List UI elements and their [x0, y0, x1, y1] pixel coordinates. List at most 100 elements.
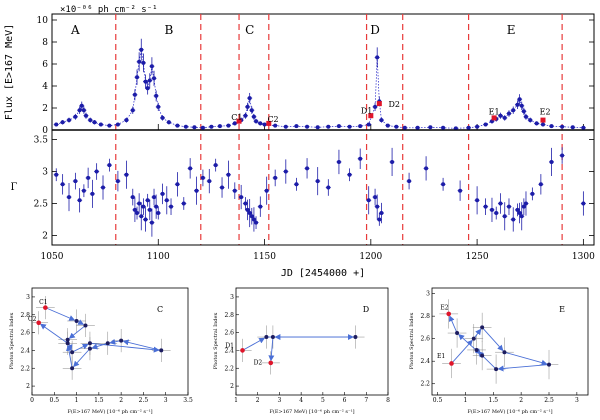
- flux-point: [379, 118, 384, 123]
- flux-point: [160, 115, 165, 120]
- index-point: [247, 211, 252, 216]
- inset-d-y-tick-label: 2.4: [224, 347, 234, 354]
- inset-e-point: [494, 367, 499, 372]
- flux-point: [251, 114, 256, 119]
- index-point: [483, 204, 488, 209]
- index-point: [152, 195, 157, 200]
- flux-annotation: D1: [361, 107, 373, 116]
- index-point: [90, 191, 95, 196]
- index-point: [239, 195, 244, 200]
- inset-c-y-tick-label: 2.2: [20, 365, 30, 372]
- inset-e-y-tick-label: 2.4: [420, 358, 430, 365]
- flux-point: [247, 96, 252, 101]
- x-tick-label: 1300: [572, 252, 595, 262]
- index-point: [475, 198, 480, 203]
- flux-point: [347, 124, 352, 129]
- flux-unit-label: ×10⁻⁰⁶ ph cm⁻² s⁻¹: [60, 5, 158, 15]
- flux-point: [145, 86, 150, 91]
- flux-y-tick-label: 2: [42, 104, 48, 114]
- index-point: [538, 182, 543, 187]
- index-point: [145, 198, 150, 203]
- inset-e-point: [480, 325, 485, 330]
- inset-c-x-tick-label: 1.5: [94, 397, 104, 404]
- flux-point: [81, 108, 86, 113]
- inset-c-point: [83, 323, 88, 328]
- flux-y-tick-label: 6: [42, 60, 48, 70]
- index-point: [511, 217, 516, 222]
- flux-point: [175, 123, 180, 128]
- inset-c-point: [119, 338, 124, 343]
- flux-point: [358, 124, 363, 129]
- flux-point: [226, 123, 231, 128]
- index-y-tick-label: 2.5: [34, 199, 49, 209]
- flux-point: [483, 122, 488, 127]
- inset-d-y-tick-label: 2.8: [224, 312, 234, 319]
- flux-annotation: C1: [231, 113, 242, 122]
- inset-e-x-tick-label: 0.5: [433, 397, 443, 404]
- inset-c-y-tick-label: 2.8: [20, 312, 30, 319]
- index-y-axis-label: Γ: [11, 182, 18, 193]
- flux-point: [441, 125, 446, 130]
- flux-point: [232, 121, 237, 126]
- flux-point: [115, 122, 120, 127]
- flux-point: [154, 93, 159, 98]
- inset-d-point: [264, 335, 269, 340]
- flux-highlight-point: [376, 101, 382, 107]
- index-point: [498, 201, 503, 206]
- flux-point: [523, 114, 528, 119]
- flux-y-tick-label: 0: [42, 126, 48, 136]
- inset-d-y-tick-label: 3: [230, 294, 234, 301]
- index-point: [160, 191, 165, 196]
- inset-e-y-tick-label: 2.6: [420, 336, 430, 343]
- flux-light-curve: [56, 49, 584, 129]
- index-point: [581, 201, 586, 206]
- flux-y-tick-label: 10: [37, 16, 49, 26]
- index-point: [424, 166, 429, 171]
- flux-annotation: D2: [388, 100, 400, 109]
- index-point: [188, 166, 193, 171]
- index-point: [521, 204, 526, 209]
- index-point: [132, 207, 137, 212]
- inset-e-point-label: E1: [437, 353, 445, 360]
- flux-point: [262, 122, 267, 127]
- flux-point: [243, 113, 248, 118]
- index-point: [232, 188, 237, 193]
- flux-point: [502, 115, 507, 120]
- index-point: [530, 191, 535, 196]
- period-label: B: [164, 23, 173, 37]
- inset-e-highlight-point: [449, 361, 454, 366]
- inset-d-arrow: [242, 337, 266, 351]
- flux-point: [217, 124, 222, 129]
- index-y-tick-label: 2: [42, 231, 48, 241]
- index-point: [149, 220, 154, 225]
- flux-point: [402, 125, 407, 130]
- index-point: [169, 204, 174, 209]
- index-point: [489, 207, 494, 212]
- index-point: [560, 153, 565, 158]
- index-point: [519, 214, 524, 219]
- inset-d-y-label: Photon Spectral Index: [213, 313, 219, 370]
- inset-c-y-tick-label: 3: [26, 294, 30, 301]
- inset-c-x-tick-label: 0.5: [50, 397, 60, 404]
- index-point: [94, 169, 99, 174]
- inset-c-y-tick-label: 2.4: [20, 347, 30, 354]
- flux-point: [143, 79, 148, 84]
- index-point: [213, 163, 218, 168]
- index-y-tick-label: 3.5: [34, 136, 49, 146]
- flux-point: [139, 47, 144, 52]
- flux-point: [183, 124, 188, 129]
- flux-point: [135, 75, 140, 80]
- flux-point: [373, 104, 378, 109]
- inset-e-point-label: E2: [440, 305, 448, 312]
- flux-point: [166, 120, 171, 125]
- x-axis-label: JD [2454000 +]: [281, 268, 365, 279]
- flux-point: [54, 122, 59, 127]
- flux-highlight-point: [368, 113, 374, 119]
- x-tick-label: 1100: [147, 252, 170, 262]
- index-point: [245, 207, 250, 212]
- inset-c-highlight-point: [36, 320, 41, 326]
- flux-point: [156, 104, 161, 109]
- flux-annotation: E2: [540, 108, 551, 117]
- flux-point: [137, 59, 142, 64]
